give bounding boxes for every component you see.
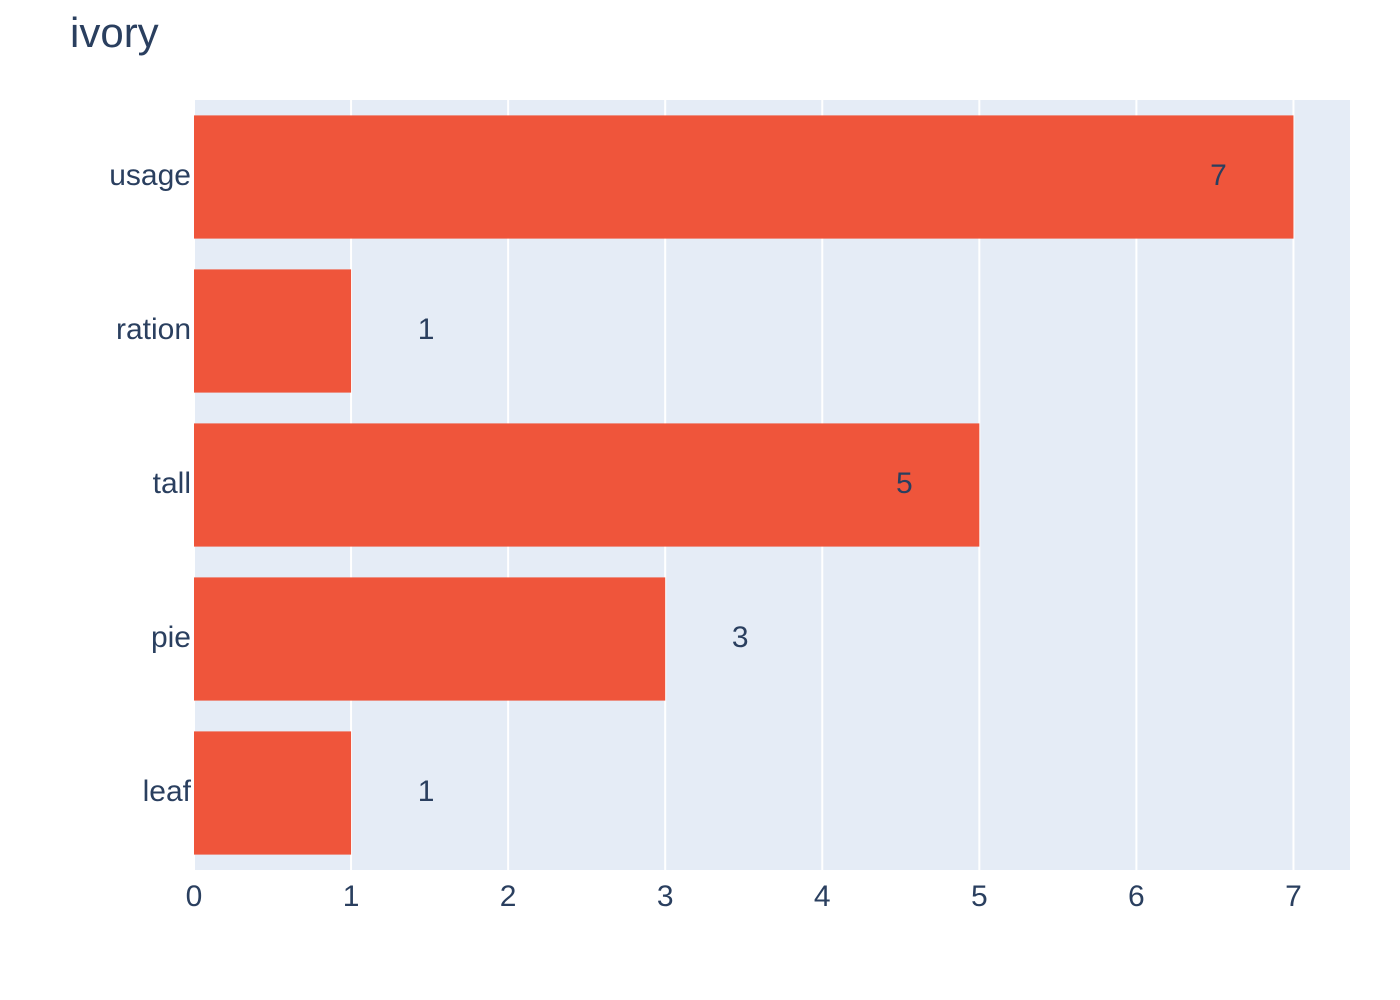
bar <box>194 269 352 393</box>
bar <box>194 115 1294 239</box>
chart-title: ivory <box>70 9 159 56</box>
y-tick-label: tall <box>153 467 191 500</box>
data-label: 5 <box>896 467 913 500</box>
x-tick-label: 6 <box>1128 880 1145 913</box>
y-tick-label: pie <box>151 621 191 654</box>
x-tick-label: 3 <box>657 880 674 913</box>
y-tick-label: leaf <box>143 775 192 808</box>
data-label: 3 <box>732 621 749 654</box>
bar <box>194 577 666 701</box>
bar <box>194 731 352 855</box>
y-tick-label: usage <box>109 159 191 192</box>
data-label: 7 <box>1210 159 1227 192</box>
x-tick-label: 7 <box>1285 880 1302 913</box>
bar <box>194 423 980 547</box>
x-tick-label: 4 <box>814 880 831 913</box>
x-tick-label: 0 <box>186 880 203 913</box>
y-tick-label: ration <box>116 313 191 346</box>
data-label: 1 <box>418 313 435 346</box>
x-tick-label: 1 <box>343 880 360 913</box>
x-tick-label: 5 <box>971 880 988 913</box>
data-label: 1 <box>418 775 435 808</box>
x-tick-label: 2 <box>500 880 517 913</box>
